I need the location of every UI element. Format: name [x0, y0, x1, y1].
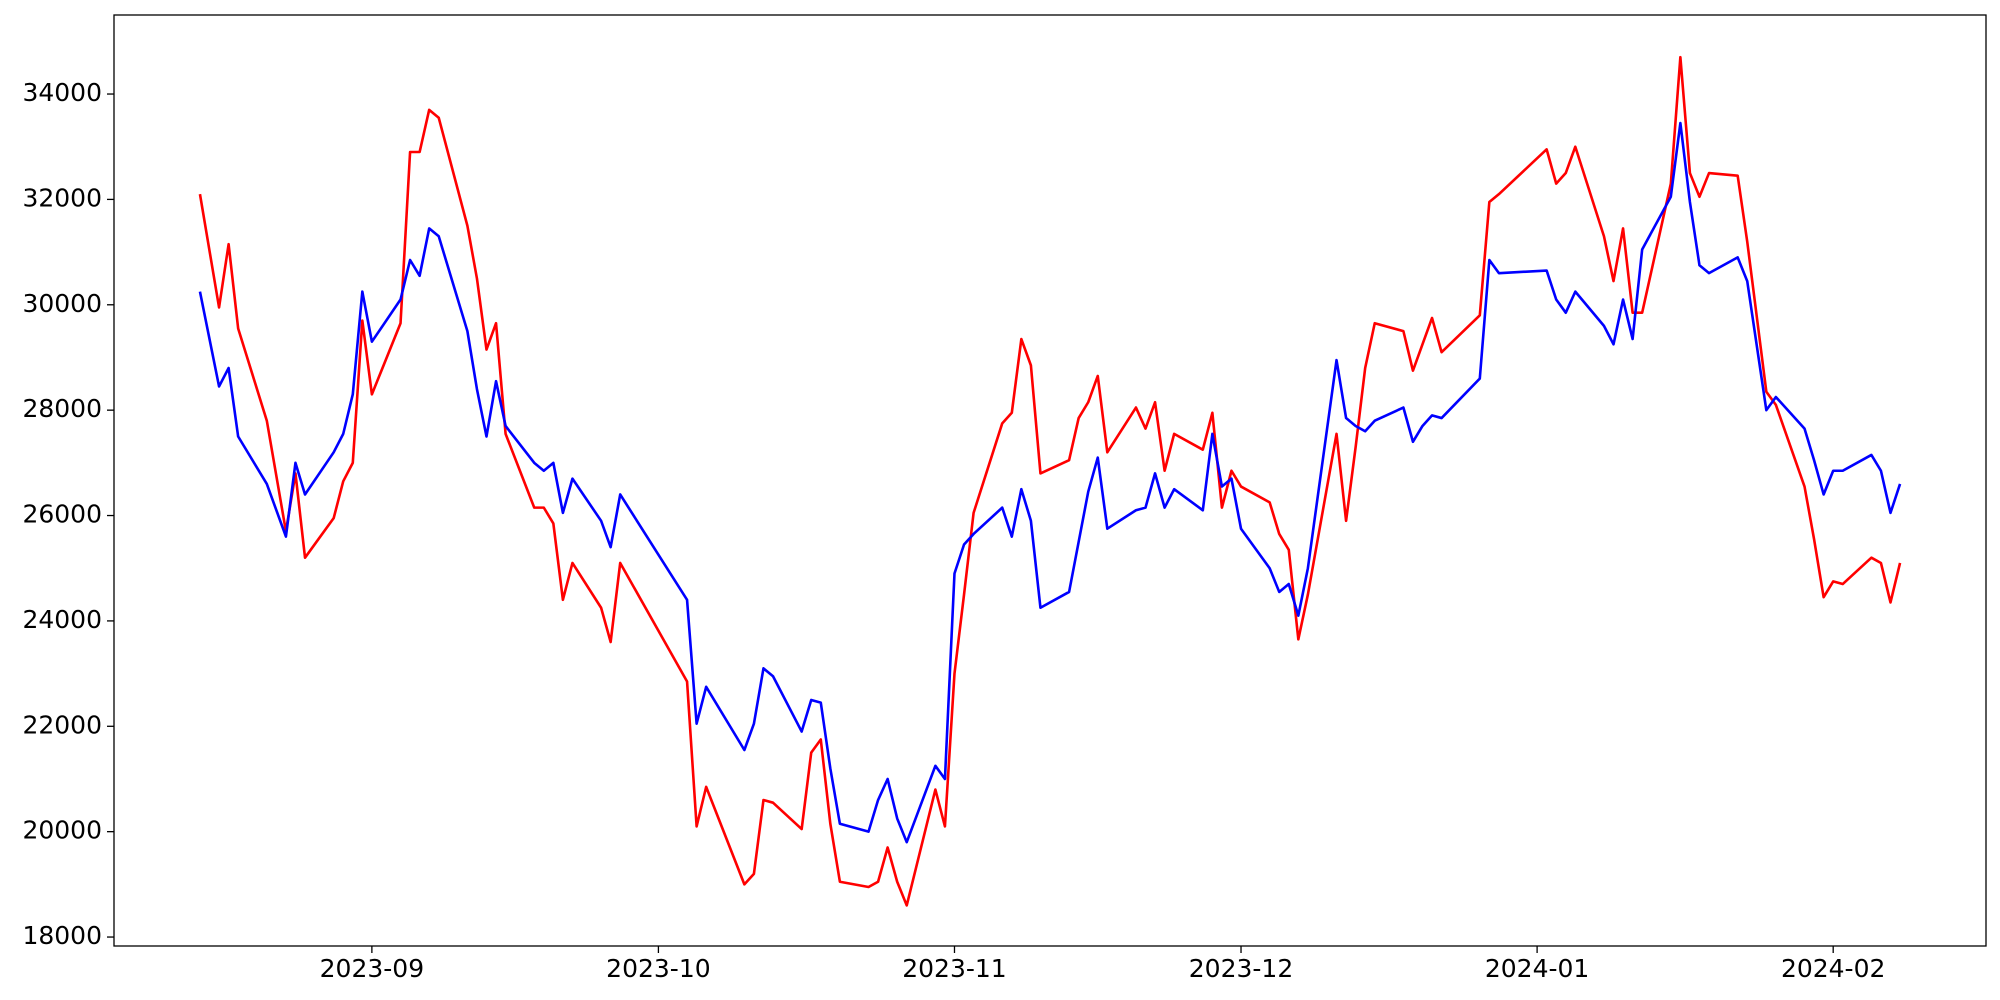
y-tick-label: 18000 [22, 921, 102, 950]
y-tick-label: 22000 [22, 710, 102, 739]
x-tick-label: 2023-12 [1189, 954, 1293, 983]
x-tick-label: 2024-02 [1781, 954, 1885, 983]
y-tick-label: 28000 [22, 394, 102, 423]
y-tick-label: 24000 [22, 605, 102, 634]
y-tick-label: 34000 [22, 78, 102, 107]
x-tick-label: 2024-01 [1485, 954, 1589, 983]
data-line [198, 55, 1902, 907]
data-line [198, 121, 1902, 844]
x-tick-label: 2023-11 [902, 954, 1006, 983]
x-tick-label: 2023-10 [606, 954, 710, 983]
y-tick-label: 30000 [22, 289, 102, 318]
y-tick-label: 20000 [22, 816, 102, 845]
plot-frame [113, 14, 1987, 947]
x-tick-label: 2023-09 [320, 954, 424, 983]
y-tick-label: 26000 [22, 500, 102, 529]
y-tick-label: 32000 [22, 183, 102, 212]
